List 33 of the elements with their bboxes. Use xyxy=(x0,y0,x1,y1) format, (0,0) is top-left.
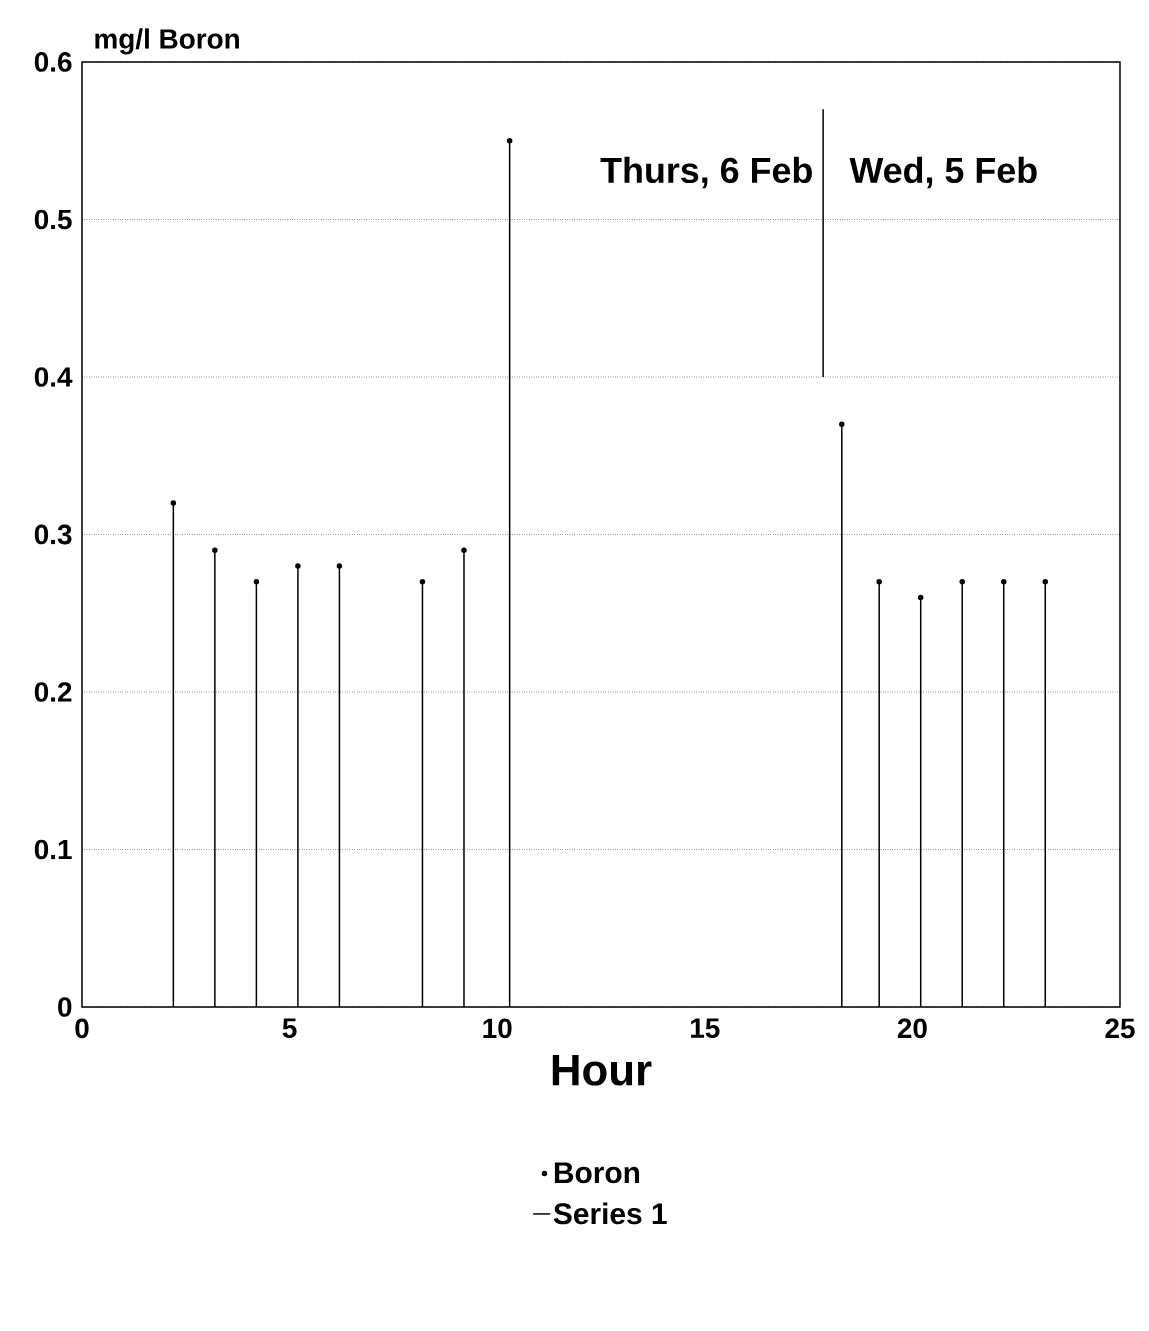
point xyxy=(959,579,965,585)
x-axis-title: Hour xyxy=(552,1055,652,1086)
point xyxy=(917,594,924,601)
point xyxy=(295,563,301,569)
annotation: Thurs, 6 Feb xyxy=(600,156,812,189)
x-tick-label: 15 xyxy=(691,1018,720,1038)
x-tick-label: 25 xyxy=(1105,1018,1135,1039)
x-tick-label: 10 xyxy=(483,1018,512,1039)
y-tick-label: 0.5 xyxy=(34,209,72,230)
point xyxy=(839,421,845,427)
point xyxy=(461,547,467,553)
y-tick-label: 0.4 xyxy=(34,367,73,387)
point xyxy=(253,579,260,585)
point xyxy=(1000,579,1007,585)
point xyxy=(170,500,177,506)
y-tick-label: 0.6 xyxy=(34,52,72,72)
point xyxy=(876,579,882,585)
legend-label: Boron xyxy=(554,1162,640,1184)
y-tick-label: 0.3 xyxy=(34,524,72,545)
point xyxy=(212,547,218,553)
y-tick-label: 0 xyxy=(58,997,72,1017)
y-tick-label: 0.2 xyxy=(34,682,72,702)
x-tick-label: 0 xyxy=(75,1018,89,1039)
point xyxy=(506,138,513,144)
y-axis-title: mg/l Boron xyxy=(95,28,239,55)
point xyxy=(336,563,343,569)
y-tick-label: 0.1 xyxy=(34,839,72,860)
x-tick-label: 5 xyxy=(282,1018,297,1038)
legend-label: Series 1 xyxy=(553,1202,667,1225)
point xyxy=(419,579,426,585)
point xyxy=(1042,579,1048,585)
x-tick-label: 20 xyxy=(897,1018,927,1039)
annotation: Wed, 5 Feb xyxy=(849,156,1037,189)
